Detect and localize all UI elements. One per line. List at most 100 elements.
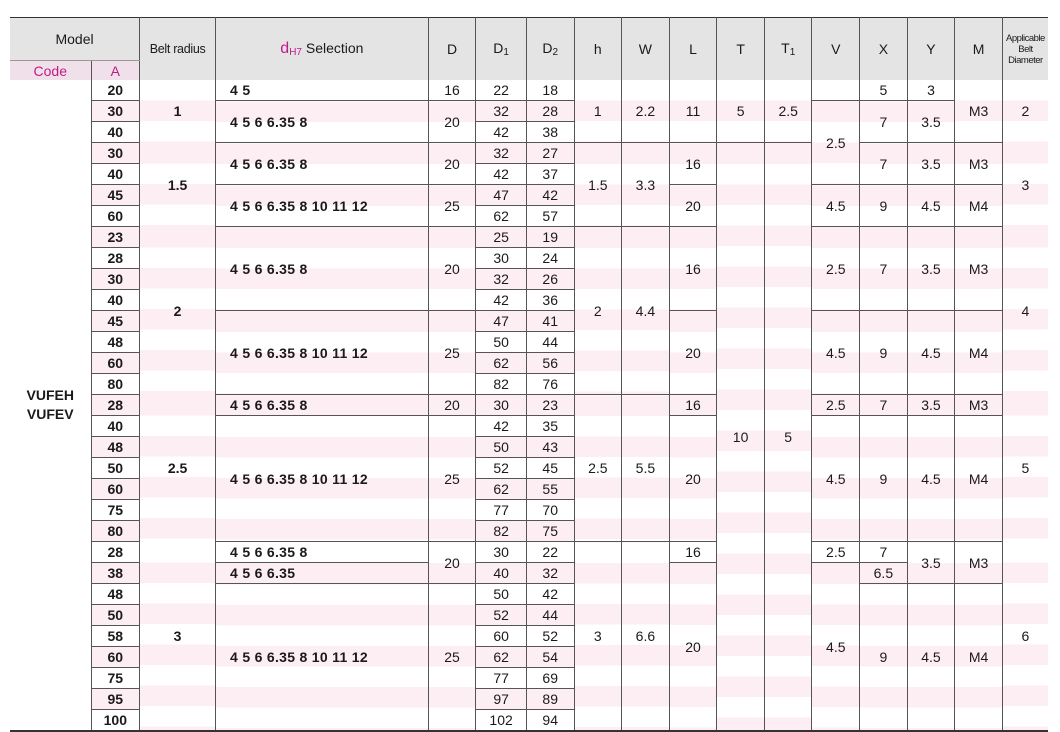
table-row: 80 82 76 [10,373,1048,395]
cell-A: 23 [90,226,141,248]
cell-T: 10 [716,142,765,731]
cell-D1: 30 [475,541,527,563]
cell-D1: 77 [475,499,527,521]
cell-A: 48 [90,583,141,605]
cell-A: 95 [90,688,141,710]
cell-app: 2 [1001,80,1048,143]
cell-D1: 42 [475,163,527,185]
cell-D2: 69 [525,667,575,689]
cell-X: 6.5 [859,562,908,584]
cell-Y: 4.5 [906,415,955,542]
header-D1: D1 [475,17,527,80]
cell-D2: 28 [525,100,575,122]
table-row: 60 62 57 [10,205,1048,227]
table-row: 38 4 5 6 6.35 40 32 20 4.5 6.5 [10,562,1048,731]
cell-D2: 37 [525,163,575,185]
cell-D1: 50 [475,436,527,458]
cell-L: 16 [668,394,717,416]
cell-h: 1 [573,80,622,143]
cell-A: 45 [90,310,141,332]
cell-radius: 2 [139,226,216,395]
table-row: 30 32 26 [10,268,1048,290]
cell-D2: 94 [525,709,575,732]
table-row: 40 42 37 [10,163,1048,185]
cell-A: 30 [90,142,141,164]
cell-app: 5 [1001,394,1048,542]
cell-T1: 2.5 [763,80,812,143]
cell-radius: 1 [139,80,216,143]
cell-A: 30 [90,268,141,290]
cell-D2: 44 [525,604,575,626]
cell-M: M4 [954,583,1003,731]
cell-app: 4 [1001,226,1048,395]
cell-Y: 3.5 [906,100,955,143]
table-row: 75 77 70 [10,499,1048,521]
cell-A: 58 [90,625,141,647]
cell-Y: 3.5 [906,142,955,185]
cell-D2: 22 [525,541,575,563]
cell-D2: 52 [525,625,575,647]
cell-radius: 2.5 [139,394,216,542]
cell-radius: 3 [139,541,216,731]
cell-D1: 25 [475,226,527,248]
cell-A: 20 [90,80,141,101]
table-row: 60 62 56 [10,352,1048,374]
cell-X: 7 [859,142,908,185]
table-row: 28 2.5 4 5 6 6.35 8 20 30 23 2.5 5.5 16 2.5 7 3.5 M3… [10,394,1048,542]
cell-A: 28 [90,394,141,416]
cell-D2: 32 [525,562,575,584]
cell-h: 3 [573,541,622,731]
cell-D2: 19 [525,226,575,248]
cell-D2: 55 [525,478,575,500]
cell-h: 2 [573,226,622,395]
cell-V: 4.5 [811,184,860,227]
header-T: T [716,17,765,80]
header-L: L [668,17,717,80]
cell-W: 3.3 [621,142,670,227]
cell-V: 4.5 [811,415,860,542]
header-applicable-belt-diameter: Applicable Belt Diameter [1001,17,1048,80]
header-X: X [859,17,908,80]
table-row: 48 50 43 [10,436,1048,458]
cell-X: 9 [859,310,908,395]
table-row: 80 82 75 [10,520,1048,542]
cell-D1: 62 [475,478,527,500]
model-code: VUFEH [26,387,74,403]
cell-h: 2.5 [573,394,622,542]
cell-X: 9 [859,184,908,227]
cell-A: 80 [90,520,141,542]
cell-h: 1.5 [573,142,622,227]
header-M: M [954,17,1003,80]
cell-X: 7 [859,100,908,143]
cell-X: 7 [859,394,908,416]
cell-X: 9 [859,415,908,542]
cell-D1: 102 [475,709,527,732]
header-Y: Y [906,17,955,80]
header-A: A [90,60,140,80]
cell-D: 20 [427,226,476,311]
cell-D1: 42 [475,121,527,143]
cell-L: 20 [668,562,717,731]
cell-T: 5 [716,80,765,143]
cell-L: 16 [668,541,717,563]
cell-Y: 3.5 [906,394,955,416]
cell-A: 80 [90,373,141,395]
table-row: 40 42 38 [10,121,1048,143]
cell-V [811,80,860,101]
cell-D1: 62 [475,352,527,374]
cell-Y: 4.5 [906,583,955,731]
cell-A: 50 [90,604,141,626]
cell-A: 60 [90,646,141,668]
cell-D2: 42 [525,583,575,605]
cell-D1: 47 [475,310,527,332]
cell-Y: 3 [906,80,955,101]
cell-dsel: 4 5 6 6.35 8 [215,541,429,563]
cell-D1: 97 [475,688,527,710]
cell-A: 50 [90,457,141,479]
cell-M: M4 [954,184,1003,227]
cell-D1: 50 [475,331,527,353]
cell-D2: 43 [525,436,575,458]
header-D2: D2 [525,17,575,80]
cell-D2: 36 [525,289,575,311]
cell-app: 3 [1001,142,1048,227]
